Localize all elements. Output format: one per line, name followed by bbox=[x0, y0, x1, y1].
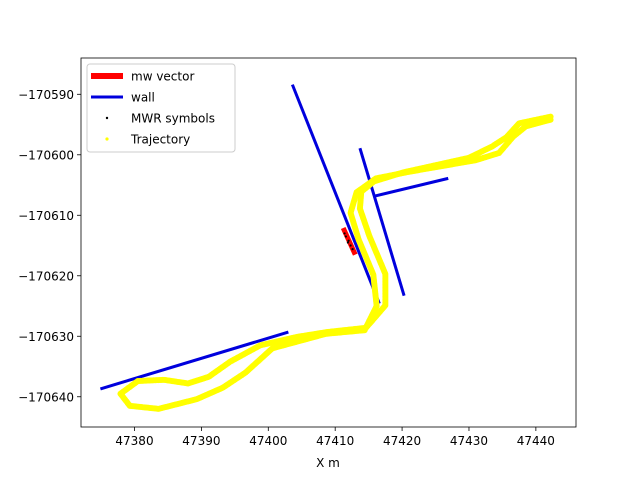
wall-segment-2 bbox=[358, 147, 406, 297]
wall-segment-1 bbox=[290, 84, 381, 305]
mwr-symbol-point bbox=[347, 239, 350, 242]
trajectory-series bbox=[117, 113, 554, 412]
legend-label-wall: wall bbox=[131, 91, 155, 105]
legend-marker-mwr-symbols bbox=[105, 116, 109, 120]
x-axis: 47380 47390 47400 47410 47420 47430 47440 bbox=[115, 427, 555, 448]
x-tick-label: 47410 bbox=[316, 434, 354, 448]
y-tick-label: −170590 bbox=[18, 88, 74, 102]
legend-label-mw-vector: mw vector bbox=[131, 70, 194, 84]
mwr-symbol-point bbox=[343, 232, 346, 235]
y-tick-label: −170600 bbox=[18, 148, 74, 162]
y-tick-label: −170640 bbox=[18, 390, 74, 404]
y-tick-label: −170620 bbox=[18, 269, 74, 283]
x-tick-label: 47430 bbox=[450, 434, 488, 448]
x-tick-label: 47420 bbox=[383, 434, 421, 448]
legend: mw vector wall MWR symbols Trajectory bbox=[86, 63, 236, 153]
series-layer bbox=[99, 84, 554, 412]
trajectory-point bbox=[547, 116, 554, 123]
y-axis: −170590 −170600 −170610 −170620 −170630 −1706… bbox=[18, 88, 81, 404]
legend-label-trajectory: Trajectory bbox=[130, 133, 190, 147]
y-tick-label: −170630 bbox=[18, 330, 74, 344]
mwr-symbol-point bbox=[351, 248, 354, 251]
mwr-symbol-point bbox=[349, 244, 352, 247]
axes-frame bbox=[80, 57, 577, 428]
mwr-symbol-point bbox=[346, 241, 349, 244]
legend-marker-trajectory bbox=[105, 137, 109, 141]
mwr-symbol-point bbox=[344, 235, 347, 238]
wall-segment-3 bbox=[374, 176, 449, 198]
legend-frame bbox=[86, 63, 236, 153]
x-tick-label: 47440 bbox=[517, 434, 555, 448]
x-tick-label: 47400 bbox=[249, 434, 287, 448]
legend-label-mwr-symbols: MWR symbols bbox=[131, 112, 215, 126]
y-tick-label: −170610 bbox=[18, 209, 74, 223]
wall-segment-4 bbox=[99, 330, 289, 391]
x-axis-label: X m bbox=[316, 456, 340, 470]
x-tick-label: 47380 bbox=[115, 434, 153, 448]
x-tick-label: 47390 bbox=[182, 434, 220, 448]
